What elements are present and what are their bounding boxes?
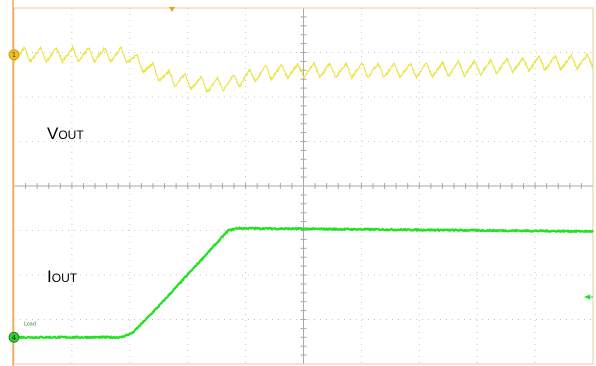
vout-label-main: V <box>47 124 59 143</box>
iout-label: IOUT <box>47 267 78 286</box>
channel-markers: 1 4 Load <box>8 7 593 343</box>
vout-label-sub: OUT <box>58 128 84 142</box>
channel-4-marker-number: 4 <box>12 334 17 342</box>
channel-1-marker-number: 1 <box>12 51 16 59</box>
iout-label-sub: OUT <box>52 271 78 285</box>
trigger-position-marker <box>169 7 175 12</box>
channel-4-marker <box>8 331 20 343</box>
vout-label: VOUT <box>47 124 84 143</box>
iout-label-main: I <box>47 267 52 286</box>
load-marker-text: Load <box>24 321 36 327</box>
vout-trace <box>13 44 594 93</box>
channel-1-marker <box>8 49 20 61</box>
center-axes <box>12 0 594 366</box>
screen-border <box>13 7 594 365</box>
waveform-traces <box>13 44 594 340</box>
level-marker-arrow <box>584 294 590 300</box>
graticule <box>14 8 593 364</box>
iout-trace <box>13 226 594 340</box>
